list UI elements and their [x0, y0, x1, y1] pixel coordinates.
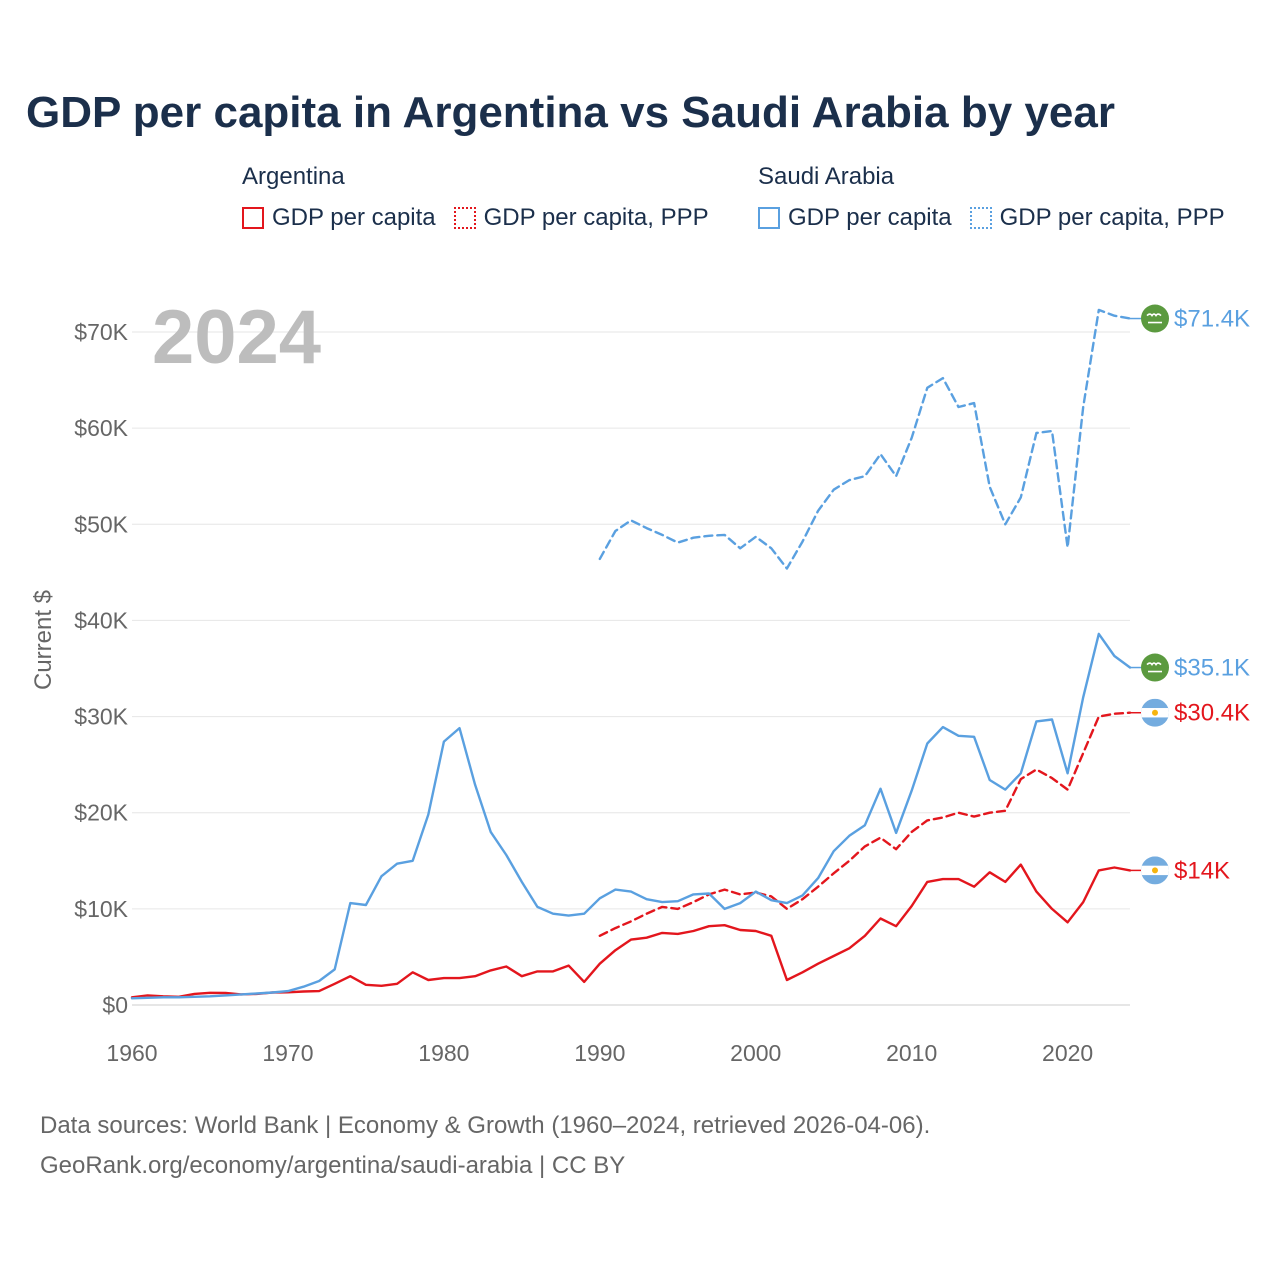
series-line-saudi_arabia-ppp[interactable] [598, 308, 1132, 570]
end-value-label: $35.1K [1174, 655, 1250, 682]
x-tick-label: 2020 [1042, 1040, 1093, 1066]
solid-swatch-icon [758, 207, 780, 229]
series-line-argentina-gdp[interactable] [130, 863, 1132, 999]
series-line-argentina-ppp[interactable] [598, 711, 1132, 937]
y-tick-label: $0 [102, 992, 128, 1018]
x-tick-label: 2000 [730, 1040, 781, 1066]
legend-item-argentina-gdp[interactable]: GDP per capita [242, 204, 436, 232]
end-value-label: $30.4K [1174, 700, 1250, 727]
legend-group-argentina: Argentina GDP per capita GDP per capita,… [242, 162, 727, 232]
caption: Data sources: World Bank | Economy & Gro… [40, 1106, 930, 1186]
x-tick-label: 1980 [418, 1040, 469, 1066]
data-source-text: Data sources: World Bank | Economy & Gro… [40, 1112, 931, 1139]
saudi-arabia-flag-icon [1141, 304, 1169, 333]
series-line-saudi_arabia-gdp[interactable] [130, 632, 1132, 1000]
legend-item-saudi-arabia-gdp-ppp[interactable]: GDP per capita, PPP [969, 204, 1225, 232]
y-axis-label: Current $ [30, 590, 57, 690]
end-value-label: $71.4K [1174, 306, 1250, 333]
y-tick-label: $70K [74, 319, 128, 345]
y-tick-label: $10K [74, 896, 128, 922]
x-tick-label: 2010 [886, 1040, 937, 1066]
y-tick-label: $60K [74, 415, 128, 441]
chart-title: GDP per capita in Argentina vs Saudi Ara… [26, 88, 1115, 137]
legend-item-saudi-arabia-gdp[interactable]: GDP per capita [758, 204, 952, 232]
y-tick-label: $30K [74, 704, 128, 730]
x-tick-label: 1990 [574, 1040, 625, 1066]
y-tick-label: $40K [74, 607, 128, 633]
attribution-text: GeoRank.org/economy/argentina/saudi-arab… [40, 1152, 626, 1179]
y-tick-label: $50K [74, 511, 128, 537]
end-value-label: $14K [1174, 857, 1230, 884]
legend-group-saudi-arabia: Saudi Arabia GDP per capita GDP per capi… [758, 162, 1243, 232]
legend-group-title: Saudi Arabia [758, 163, 895, 190]
legend-item-argentina-gdp-ppp[interactable]: GDP per capita, PPP [453, 204, 709, 232]
y-tick-label: $20K [74, 800, 128, 826]
argentina-flag-icon [1141, 856, 1169, 885]
x-tick-label: 1960 [106, 1040, 157, 1066]
dotted-swatch-icon [453, 207, 476, 229]
year-watermark: 2024 [152, 295, 321, 380]
argentina-flag-icon [1141, 698, 1169, 727]
saudi-arabia-flag-icon [1141, 653, 1169, 682]
legend-group-title: Argentina [242, 163, 345, 190]
x-tick-label: 1970 [262, 1040, 313, 1066]
dotted-swatch-icon [969, 207, 992, 229]
solid-swatch-icon [242, 207, 264, 229]
